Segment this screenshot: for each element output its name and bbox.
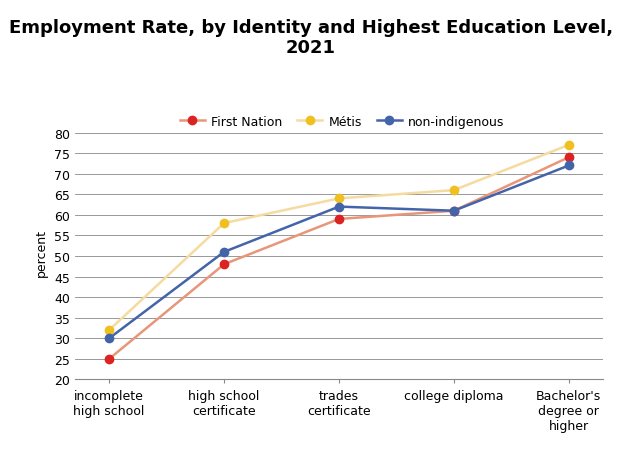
Y-axis label: percent: percent	[35, 228, 49, 276]
Text: Employment Rate, by Identity and Highest Education Level,
2021: Employment Rate, by Identity and Highest…	[9, 19, 613, 57]
Legend: First Nation, Métis, non-indigenous: First Nation, Métis, non-indigenous	[175, 110, 509, 133]
